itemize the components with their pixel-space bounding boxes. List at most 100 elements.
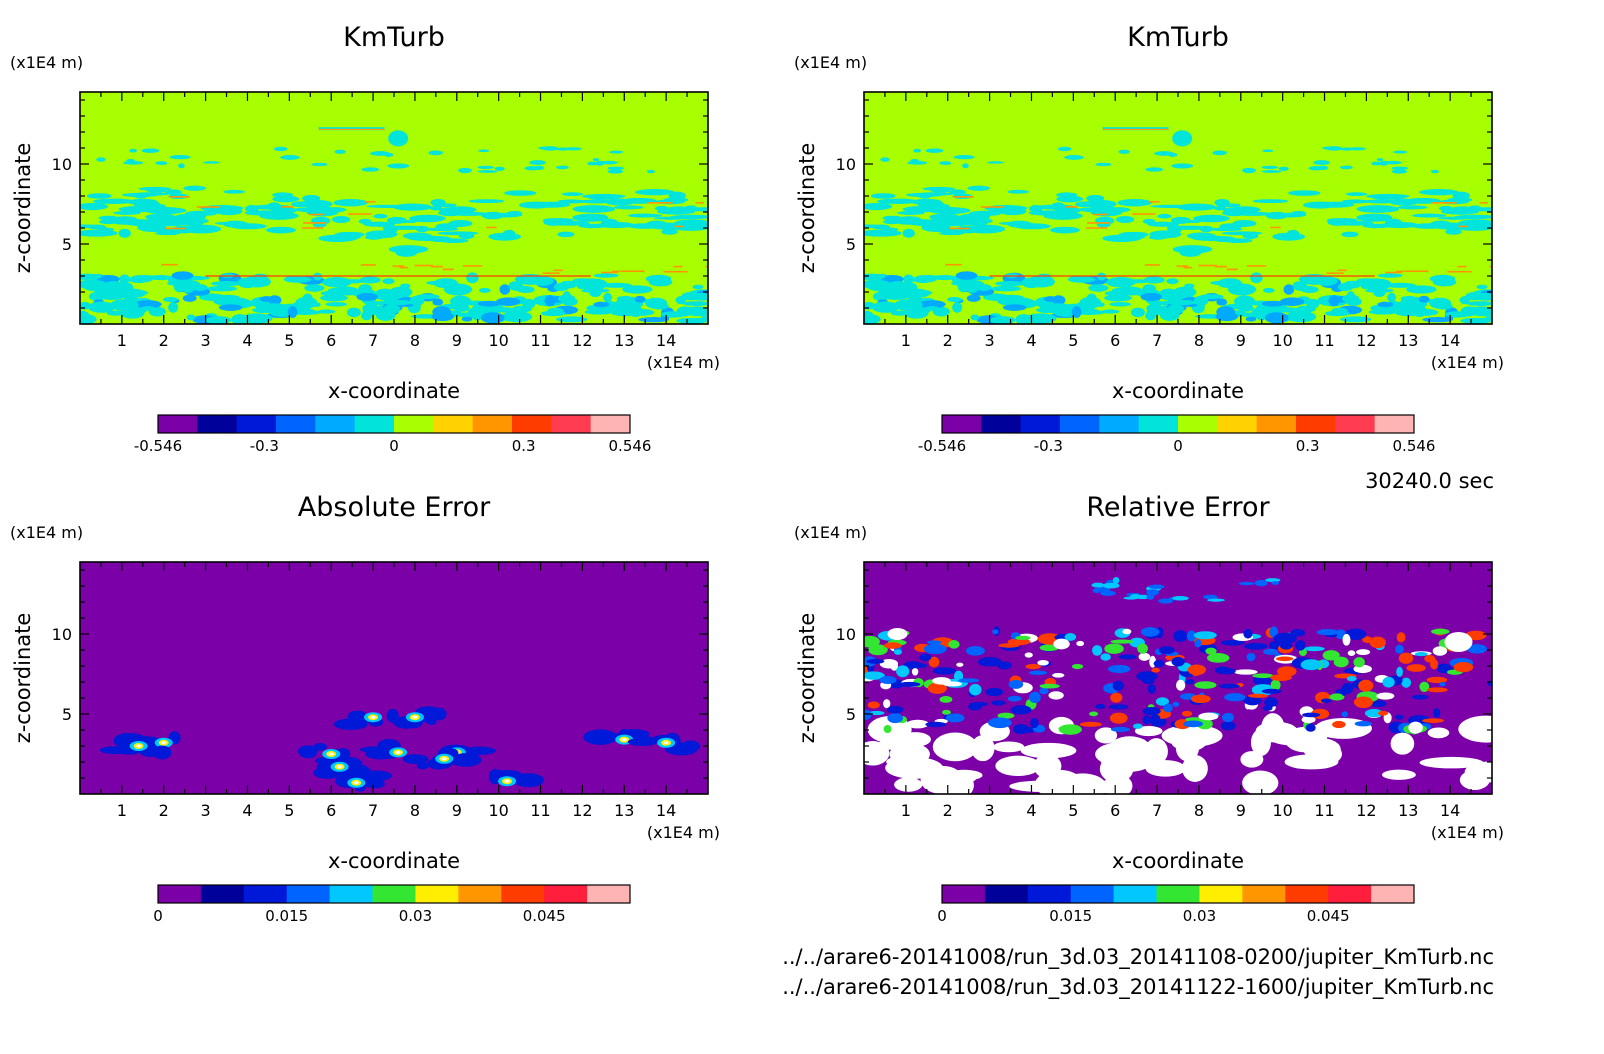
colorbar-swatch xyxy=(1371,885,1415,903)
y-tick-label: 5 xyxy=(62,235,72,254)
field-blob xyxy=(1353,657,1365,668)
field-blob xyxy=(1419,756,1484,769)
field-blob xyxy=(1340,316,1372,323)
field-blob xyxy=(401,220,418,224)
field-blob xyxy=(1110,692,1123,703)
field-blob xyxy=(609,150,624,154)
field-blob xyxy=(106,310,125,316)
field-blob xyxy=(989,316,1016,324)
field-blob xyxy=(887,712,903,724)
colorbar-label: 0.546 xyxy=(609,437,652,455)
field-blob xyxy=(1138,652,1151,661)
field-blob xyxy=(903,274,914,284)
field-blob xyxy=(429,206,442,211)
field-blob xyxy=(1095,703,1106,710)
field-blob xyxy=(1108,207,1131,213)
field-blob xyxy=(151,207,172,214)
field-blob xyxy=(1285,311,1317,323)
field-blob xyxy=(898,681,921,687)
field-blob xyxy=(1112,576,1120,584)
field-blob xyxy=(1346,676,1357,682)
x-tick-label: 2 xyxy=(159,331,169,350)
field-blob xyxy=(373,213,388,219)
field-blob xyxy=(1384,282,1417,288)
field-blob xyxy=(883,699,891,709)
field-blob xyxy=(965,645,985,656)
x-unit-label: (x1E4 m) xyxy=(647,823,720,842)
x-axis-label: x-coordinate xyxy=(1112,379,1244,403)
field-blob xyxy=(631,309,655,316)
y-tick-label: 10 xyxy=(52,625,72,644)
field-blob xyxy=(1382,676,1395,688)
field-blob xyxy=(675,296,687,305)
field-blob xyxy=(927,682,947,694)
field-blob xyxy=(600,282,633,288)
field-streak xyxy=(1065,206,1078,208)
field-blob xyxy=(995,755,1041,777)
x-tick-label: 7 xyxy=(1152,801,1162,820)
field-blob xyxy=(1069,276,1083,281)
x-tick-label: 6 xyxy=(1110,331,1120,350)
field-blob xyxy=(1397,205,1428,210)
field-blob xyxy=(1356,205,1400,213)
contour-field xyxy=(864,92,1492,324)
colorbar-swatch xyxy=(276,415,316,433)
colorbar-frame xyxy=(941,414,1415,434)
field-blob xyxy=(1458,715,1492,743)
colorbar-label: -0.546 xyxy=(918,437,966,455)
field-blob xyxy=(1183,720,1204,728)
field-blob xyxy=(1341,231,1359,238)
field-blob xyxy=(969,683,982,696)
field-blob xyxy=(325,302,348,307)
field-blob xyxy=(387,163,410,169)
x-tick-label: 1 xyxy=(117,801,127,820)
colorbar-label: -0.3 xyxy=(1034,437,1063,455)
y-unit-label: (x1E4 m) xyxy=(794,53,867,72)
field-blob xyxy=(1102,234,1142,242)
field-blob xyxy=(1396,632,1406,643)
field-blob xyxy=(1445,228,1462,235)
field-blob xyxy=(1096,302,1105,307)
field-blob xyxy=(432,298,444,306)
field-streak xyxy=(392,265,405,267)
field-blob xyxy=(634,295,646,303)
field-blob xyxy=(1181,710,1193,717)
field-blob xyxy=(1356,278,1378,284)
field-blob xyxy=(886,705,904,714)
field-blob xyxy=(477,300,502,307)
field-blob xyxy=(593,273,619,278)
field-blob xyxy=(92,198,134,205)
field-blob xyxy=(1057,146,1072,152)
field-blob xyxy=(1369,636,1386,649)
field-blob xyxy=(1194,639,1202,648)
field-blob xyxy=(154,231,181,236)
field-blob xyxy=(1166,278,1179,285)
field-blob xyxy=(1248,693,1268,698)
field-blob xyxy=(1256,315,1266,321)
x-tick-label: 5 xyxy=(1068,801,1078,820)
field-blob xyxy=(1030,717,1039,729)
x-tick-label: 4 xyxy=(242,801,252,820)
field-blob xyxy=(443,283,473,296)
field-blob xyxy=(1340,165,1353,170)
colorbar-swatch xyxy=(981,415,1022,433)
field-blob xyxy=(1145,167,1164,172)
field-blob xyxy=(1077,207,1113,213)
field-blob xyxy=(1130,307,1145,318)
x-tick-label: 3 xyxy=(201,331,211,350)
y-tick-label: 5 xyxy=(846,235,856,254)
field-streak xyxy=(1489,265,1492,268)
colorbar-swatch xyxy=(286,885,331,903)
y-tick-label: 10 xyxy=(836,625,856,644)
colorbar-frame xyxy=(157,884,631,904)
field-blob xyxy=(1233,669,1258,675)
field-blob xyxy=(1171,163,1194,169)
x-tick-label: 7 xyxy=(368,801,378,820)
field-blob xyxy=(878,292,909,299)
field-blob xyxy=(1467,644,1488,654)
field-blob xyxy=(1029,205,1043,213)
field-blob xyxy=(381,299,413,306)
field-blob xyxy=(1110,726,1131,732)
field-blob xyxy=(1058,726,1070,732)
field-blob xyxy=(501,311,533,323)
